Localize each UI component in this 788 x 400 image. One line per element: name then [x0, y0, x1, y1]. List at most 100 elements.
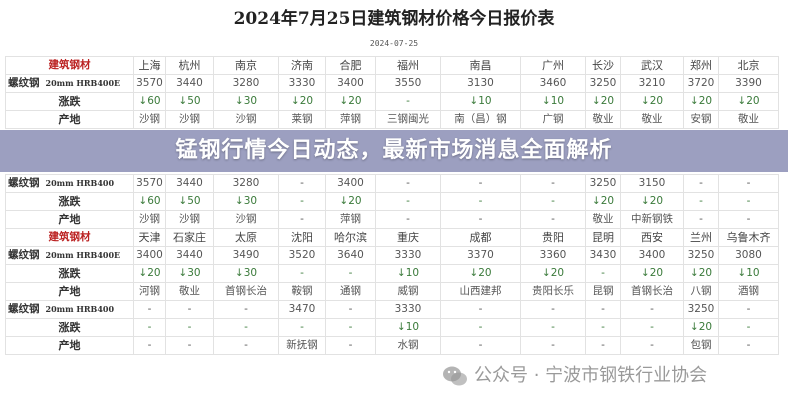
origin-cell: 萍钢: [325, 110, 376, 129]
page-title: 2024年7月25日建筑钢材价格今日报价表: [233, 9, 555, 29]
city-header: 长沙: [585, 56, 621, 75]
origin-cell: 沙钢: [165, 110, 214, 129]
price-cell: 3470: [278, 300, 326, 319]
origin-label: 产地: [5, 210, 134, 229]
table-header-row: 建筑钢材 天津 石家庄 太原 沈阳 哈尔滨 重庆 成都 贵阳 昆明 西安 兰州 乌鲁木齐: [5, 228, 779, 247]
price-cell: -: [520, 300, 586, 319]
origin-cell: 河钢: [133, 282, 166, 301]
city-header: 福州: [375, 56, 441, 75]
table-row: 螺纹钢 20mm HRB400 3570 3440 3280-3400- - -3250 31…: [5, 174, 779, 193]
city-header: 贵阳: [520, 228, 586, 247]
change-cell: -: [718, 192, 779, 211]
change-cell: ↓60: [133, 192, 166, 211]
origin-cell: 沙钢: [133, 110, 166, 129]
origin-cell: 酒钢: [718, 282, 779, 301]
city-header: 济南: [278, 56, 326, 75]
change-cell: -: [620, 318, 684, 337]
price-cell: -: [278, 174, 326, 193]
city-header: 太原: [213, 228, 279, 247]
change-cell: -: [440, 318, 521, 337]
price-cell: 3330: [375, 246, 441, 265]
change-cell: ↓50: [165, 92, 214, 111]
change-cell: ↓20: [683, 264, 719, 283]
price-cell: -: [440, 174, 521, 193]
product-label: 螺纹钢 20mm HRB400E: [5, 74, 134, 93]
price-cell: -: [718, 174, 779, 193]
change-cell: ↓20: [440, 264, 521, 283]
price-cell: 3280: [213, 174, 279, 193]
origin-cell: -: [325, 336, 376, 355]
city-header: 石家庄: [165, 228, 214, 247]
price-cell: 3430: [585, 246, 621, 265]
origin-cell: -: [620, 336, 684, 355]
origin-label: 产地: [5, 110, 134, 129]
change-cell: -: [278, 192, 326, 211]
origin-cell: -: [520, 210, 586, 229]
origin-label: 产地: [5, 336, 134, 355]
origin-cell: 山西建邦: [440, 282, 521, 301]
product-name: 螺纹钢: [8, 249, 40, 261]
change-cell: ↓20: [133, 264, 166, 283]
table-row: 涨跌 ↓20 ↓30 ↓30- - ↓10 ↓20 ↓20- ↓20 ↓20 ↓10: [5, 264, 779, 283]
publish-date: 2024-07-25: [369, 39, 419, 48]
origin-cell: 莱钢: [278, 110, 326, 129]
change-cell: ↓20: [620, 264, 684, 283]
change-cell: ↓50: [165, 192, 214, 211]
change-cell: ↓10: [718, 264, 779, 283]
origin-cell: -: [213, 336, 279, 355]
table-row: 产地 沙钢 沙钢 沙钢 莱钢 萍钢 三钢闽光 南（昌）钢 广钢 敬业 敬业 安钢 敬业: [5, 110, 779, 129]
origin-cell: -: [440, 336, 521, 355]
price-cell: 3250: [585, 74, 621, 93]
origin-label: 产地: [5, 282, 134, 301]
origin-cell: 敬业: [718, 110, 779, 129]
origin-cell: 萍钢: [325, 210, 376, 229]
origin-cell: 包钢: [683, 336, 719, 355]
price-cell: -: [133, 300, 166, 319]
title-banner: 锰钢行情今日动态，最新市场消息全面解析: [0, 130, 788, 172]
table-row: 螺纹钢 20mm HRB400- - -3470-3330- - - -3250-: [5, 300, 779, 319]
change-cell: ↓20: [683, 92, 719, 111]
change-cell: ↓30: [165, 264, 214, 283]
product-name: 螺纹钢: [8, 77, 40, 89]
product-name: 螺纹钢: [8, 303, 40, 315]
origin-cell: 安钢: [683, 110, 719, 129]
price-cell: -: [620, 300, 684, 319]
city-header: 哈尔滨: [325, 228, 376, 247]
origin-cell: -: [440, 210, 521, 229]
price-cell: 3080: [718, 246, 779, 265]
change-cell: -: [440, 192, 521, 211]
city-header: 北京: [718, 56, 779, 75]
change-cell: ↓30: [213, 192, 279, 211]
price-cell: -: [520, 174, 586, 193]
price-cell: -: [683, 174, 719, 193]
price-cell: 3280: [213, 74, 279, 93]
change-cell: -: [683, 192, 719, 211]
origin-cell: -: [133, 336, 166, 355]
origin-cell: 首钢长治: [620, 282, 684, 301]
origin-cell: 沙钢: [213, 110, 279, 129]
category-label: 建筑钢材: [5, 56, 134, 75]
city-header: 杭州: [165, 56, 214, 75]
price-cell: 3130: [440, 74, 521, 93]
price-cell: 3330: [375, 300, 441, 319]
product-spec: 20mm HRB400E: [45, 250, 121, 260]
price-table: 建筑钢材 上海 杭州 南京 济南 合肥 福州 南昌 广州 长沙 武汉 郑州 北京 螺纹钢 20mm HRB4…: [5, 56, 779, 129]
change-cell: -: [278, 264, 326, 283]
change-cell: -: [585, 264, 621, 283]
city-header: 成都: [440, 228, 521, 247]
origin-cell: 沙钢: [213, 210, 279, 229]
product-label: 螺纹钢 20mm HRB400E: [5, 246, 134, 265]
change-cell: -: [165, 318, 214, 337]
product-name: 螺纹钢: [8, 177, 40, 189]
city-header: 武汉: [620, 56, 684, 75]
change-label: 涨跌: [5, 92, 134, 111]
wechat-icon: [443, 366, 467, 386]
city-header: 郑州: [683, 56, 719, 75]
price-cell: 3440: [165, 246, 214, 265]
price-cell: 3360: [520, 246, 586, 265]
change-cell: -: [375, 192, 441, 211]
price-cell: 3400: [325, 74, 376, 93]
price-cell: 3370: [440, 246, 521, 265]
origin-cell: -: [375, 210, 441, 229]
change-cell: ↓20: [325, 92, 376, 111]
